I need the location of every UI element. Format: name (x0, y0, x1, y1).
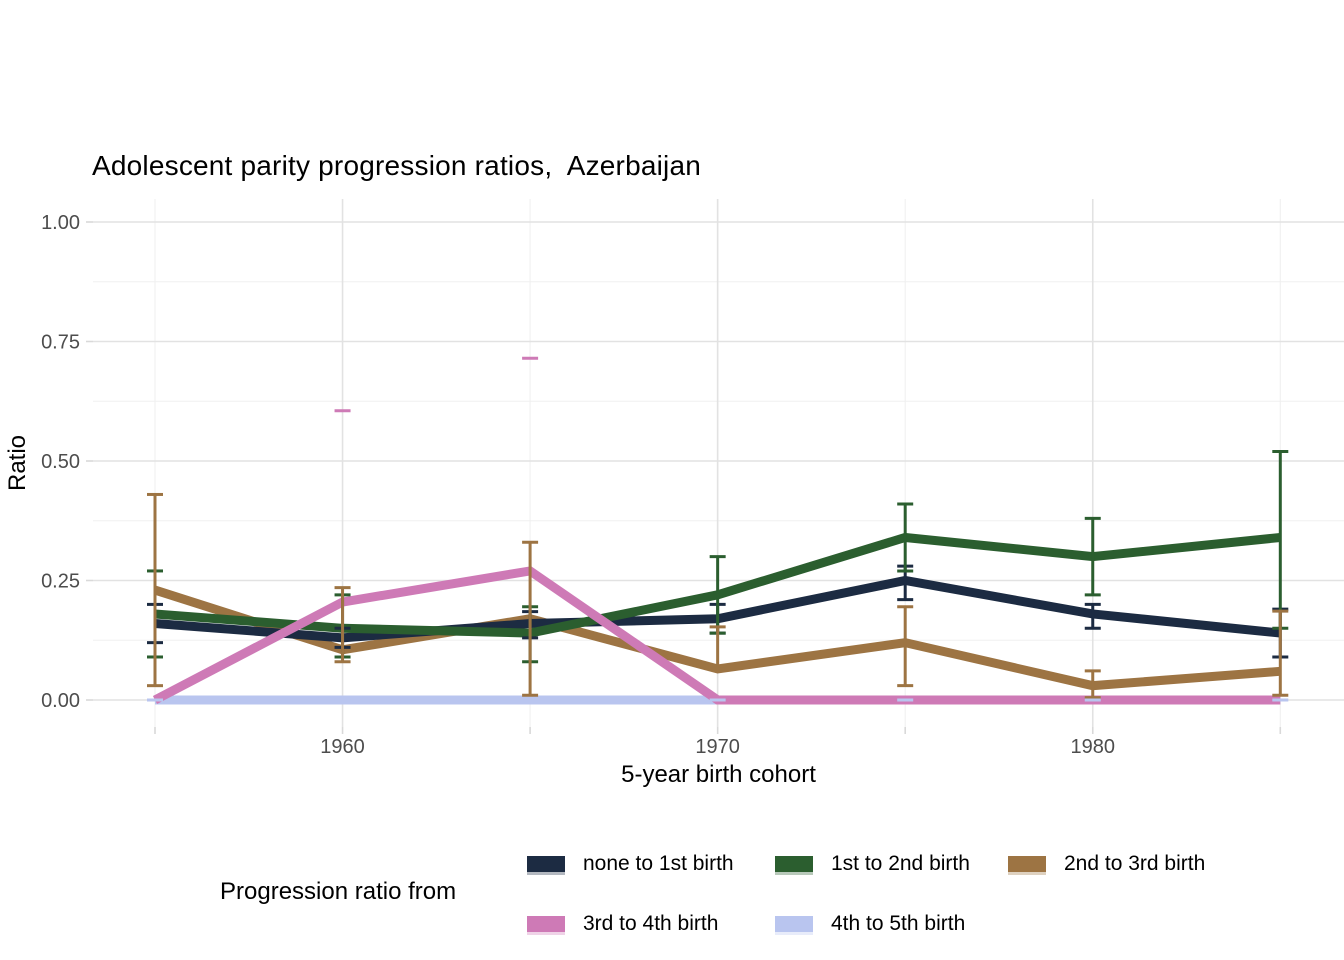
legend-item: none to 1st birth (527, 852, 734, 876)
x-axis-title: 5-year birth cohort (621, 761, 816, 788)
x-tick-label: 1960 (320, 736, 365, 758)
legend-swatch-2nd-to-3rd (1008, 856, 1046, 872)
legend-swatch-4th-to-5th (775, 916, 813, 932)
y-tick-label: 0.75 (41, 332, 80, 354)
y-tick-label: 0.25 (41, 571, 80, 593)
y-tick-label: 0.50 (41, 451, 80, 473)
legend-swatch-none-to-1st (527, 856, 565, 872)
legend-label: 4th to 5th birth (831, 912, 966, 935)
legend-item: 4th to 5th birth (775, 912, 965, 936)
legend-item: 2nd to 3rd birth (1008, 852, 1205, 876)
legend-item: 3rd to 4th birth (527, 912, 718, 936)
legend-item: 1st to 2nd birth (775, 852, 970, 876)
legend-label: 1st to 2nd birth (831, 852, 970, 875)
x-tick-label: 1980 (1071, 736, 1116, 758)
x-tick-label: 1970 (695, 736, 740, 758)
chart-title: Adolescent parity progression ratios, Az… (92, 150, 702, 181)
legend-label: 3rd to 4th birth (583, 912, 719, 935)
legend-title: Progression ratio from (220, 878, 457, 905)
legend-label: 2nd to 3rd birth (1064, 852, 1206, 875)
y-tick-label: 1.00 (41, 212, 80, 234)
y-tick-label: 0.00 (41, 690, 80, 712)
legend-swatch-1st-to-2nd (775, 856, 813, 872)
y-axis-title: Ratio (4, 434, 31, 492)
legend-label: none to 1st birth (583, 852, 734, 875)
legend-swatch-3rd-to-4th (527, 916, 565, 932)
